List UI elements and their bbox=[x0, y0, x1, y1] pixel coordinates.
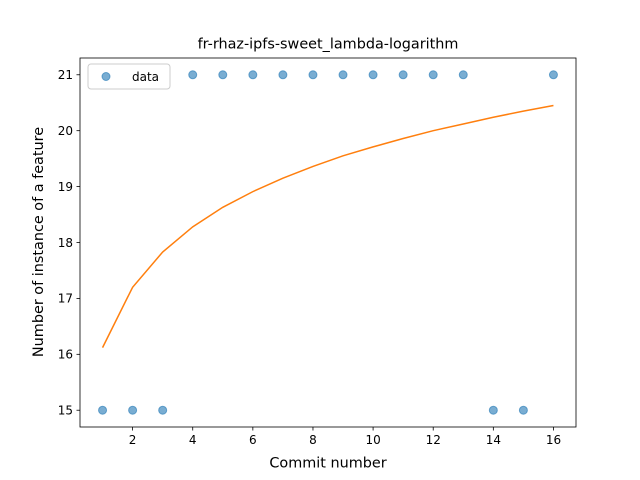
data-point bbox=[488, 405, 498, 415]
data-point bbox=[98, 405, 108, 415]
x-axis-ticks: 2 4 6 8 10 12 14 16 bbox=[129, 427, 561, 447]
data-point bbox=[308, 70, 318, 80]
data-point bbox=[428, 70, 438, 80]
y-axis-label: Number of instance of a feature bbox=[31, 127, 47, 357]
x-tick-label: 12 bbox=[426, 433, 441, 447]
y-tick-label: 18 bbox=[58, 236, 73, 250]
x-tick-label: 14 bbox=[486, 433, 501, 447]
y-tick-label: 21 bbox=[58, 68, 73, 82]
x-tick-label: 16 bbox=[546, 433, 561, 447]
y-tick-label: 20 bbox=[58, 124, 73, 138]
axes-frame bbox=[79, 57, 577, 428]
fit-line bbox=[101, 104, 554, 348]
data-point bbox=[398, 70, 408, 80]
y-tick-label: 19 bbox=[58, 180, 73, 194]
data-point bbox=[278, 70, 288, 80]
x-tick-label: 2 bbox=[129, 433, 137, 447]
legend-marker bbox=[101, 72, 111, 81]
chart-title: fr-rhaz-ipfs-sweet_lambda-logarithm bbox=[198, 37, 459, 53]
y-tick-label: 16 bbox=[58, 348, 73, 362]
legend-box bbox=[87, 63, 171, 90]
data-point bbox=[128, 405, 138, 415]
data-point bbox=[368, 70, 378, 80]
plot-area bbox=[98, 70, 558, 415]
data-point bbox=[158, 405, 168, 415]
x-axis-label: Commit number bbox=[269, 456, 386, 472]
x-tick-label: 6 bbox=[249, 433, 257, 447]
data-point bbox=[548, 70, 558, 80]
data-point bbox=[188, 70, 198, 80]
y-tick-label: 17 bbox=[58, 292, 73, 306]
x-tick-label: 10 bbox=[365, 433, 380, 447]
data-point bbox=[458, 70, 468, 80]
data-point bbox=[218, 70, 228, 80]
data-point bbox=[338, 70, 348, 80]
y-tick-label: 15 bbox=[58, 404, 73, 418]
x-tick-label: 8 bbox=[309, 433, 317, 447]
legend: data bbox=[87, 63, 171, 90]
data-point bbox=[248, 70, 258, 80]
x-tick-label: 4 bbox=[189, 433, 197, 447]
y-axis-ticks: 15 16 17 18 19 20 21 bbox=[58, 68, 80, 418]
legend-label: data bbox=[132, 70, 159, 84]
data-point bbox=[518, 405, 528, 415]
